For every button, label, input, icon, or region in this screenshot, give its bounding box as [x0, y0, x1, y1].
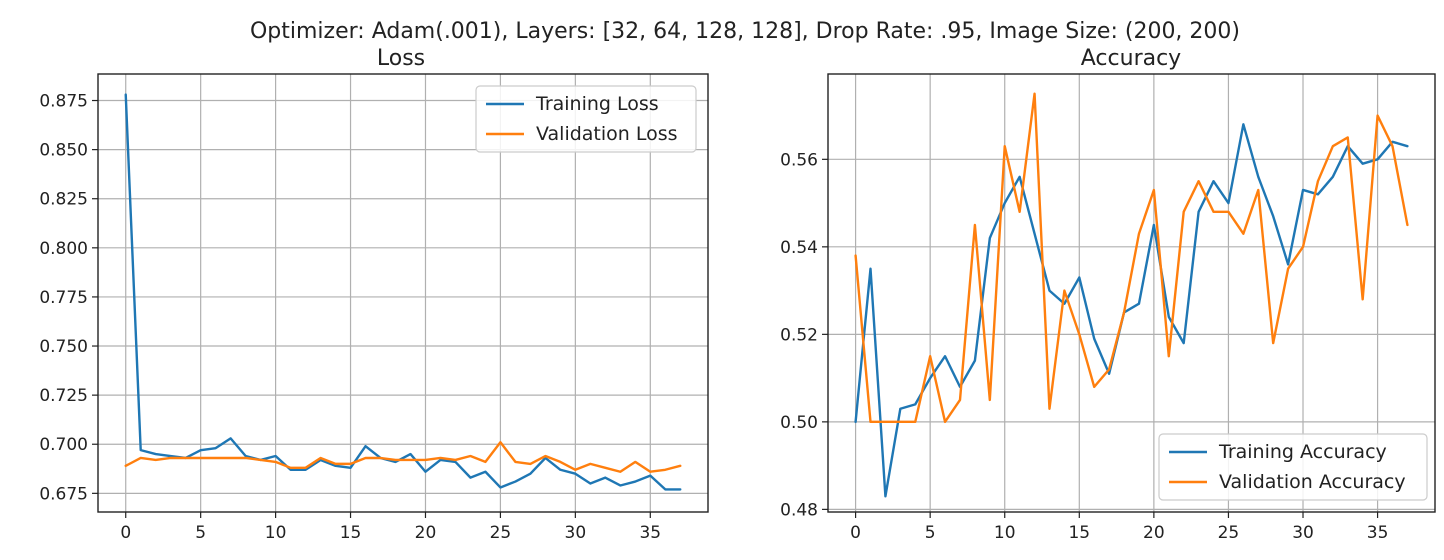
accuracy-x-tick-label: 25 — [1218, 523, 1240, 543]
loss-x-tick-label: 10 — [265, 523, 287, 543]
loss-legend-box — [475, 85, 697, 153]
accuracy-x-tick-label: 10 — [994, 523, 1016, 543]
accuracy-x-tick-label: 15 — [1068, 523, 1090, 543]
accuracy-y-tick-label: 0.50 — [780, 413, 818, 433]
accuracy-x-tick-label: 30 — [1292, 523, 1314, 543]
accuracy-axes-frame — [827, 73, 1436, 513]
loss-x-tick-label: 5 — [195, 523, 206, 543]
loss-legend-label: Validation Loss — [536, 123, 678, 145]
loss-legend-label: Training Loss — [535, 93, 659, 115]
loss-chart: Loss 0 5 10 15 20 25 30 35 0.675 0.700 0.725 0.750 0… — [39, 46, 709, 543]
loss-x-tick-label: 20 — [415, 523, 437, 543]
loss-x-tick-label: 15 — [340, 523, 362, 543]
accuracy-y-tick-label: 0.54 — [780, 238, 818, 258]
accuracy-legend-label: Training Accuracy — [1218, 441, 1387, 463]
loss-series-validation-line — [124, 441, 682, 473]
accuracy-legend-label: Validation Accuracy — [1219, 471, 1406, 493]
figure-suptitle: Optimizer: Adam(.001), Layers: [32, 64, … — [250, 19, 1240, 44]
loss-y-tick-label: 0.800 — [39, 239, 88, 259]
loss-y-tick-label: 0.875 — [39, 92, 88, 112]
loss-y-tick-label: 0.850 — [39, 141, 88, 161]
accuracy-y-tick-label: 0.48 — [780, 500, 818, 520]
accuracy-legend-box — [1158, 433, 1428, 501]
loss-y-tick-label: 0.700 — [39, 435, 88, 455]
accuracy-y-tick-label: 0.52 — [780, 325, 818, 345]
accuracy-x-tick-label: 35 — [1367, 523, 1389, 543]
accuracy-y-tick-label: 0.56 — [780, 150, 818, 170]
loss-chart-title: Loss — [377, 46, 425, 71]
loss-x-tick-label: 35 — [639, 523, 661, 543]
loss-y-tick-label: 0.750 — [39, 337, 88, 357]
loss-x-tick-label: 0 — [120, 523, 131, 543]
loss-x-tick-label: 30 — [565, 523, 587, 543]
loss-x-tick-label: 25 — [490, 523, 512, 543]
accuracy-chart-title: Accuracy — [1081, 46, 1181, 71]
loss-y-tick-label: 0.675 — [39, 484, 88, 504]
loss-y-tick-label: 0.825 — [39, 190, 88, 210]
accuracy-series-validation-line — [854, 92, 1409, 424]
accuracy-x-tick-label: 20 — [1143, 523, 1165, 543]
loss-series-training-line — [124, 93, 682, 491]
accuracy-x-tick-label: 0 — [850, 523, 861, 543]
loss-y-tick-label: 0.775 — [39, 288, 88, 308]
accuracy-x-tick-label: 5 — [925, 523, 936, 543]
accuracy-chart: Accuracy 0 5 10 15 20 25 30 35 0.48 0.50 0.52 0.54 0… — [780, 46, 1436, 543]
loss-axes-frame — [97, 73, 709, 513]
loss-y-tick-label: 0.725 — [39, 386, 88, 406]
